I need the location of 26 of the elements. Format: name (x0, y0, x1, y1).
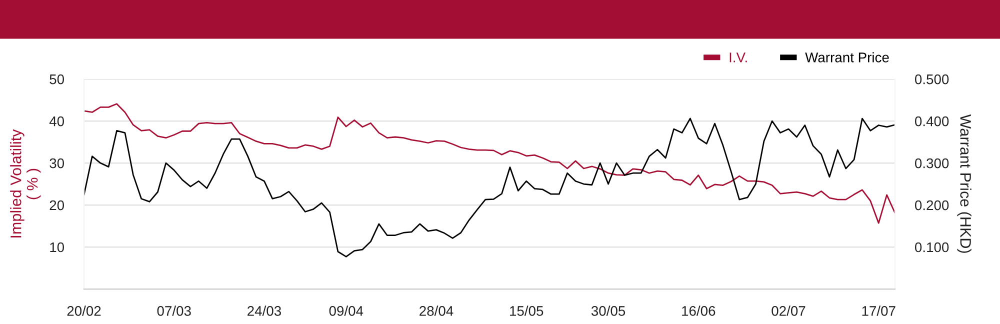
y-tick-label: 20 (50, 200, 64, 210)
x-tick-label: 16/06 (682, 306, 716, 316)
x-tick-label: 17/07 (862, 306, 896, 316)
x-tick-label: 20/02 (67, 306, 101, 316)
x-tick-label: 09/04 (329, 306, 364, 316)
x-tick-label: 07/03 (157, 306, 191, 316)
y2-tick-label: 0.300 (914, 158, 949, 168)
legend-label: I.V. (730, 52, 747, 62)
x-tick-label: 28/04 (420, 306, 454, 316)
x-tick-label: 24/03 (248, 306, 281, 316)
y2-tick-label: 0.200 (914, 200, 949, 210)
line-series (84, 118, 895, 258)
legend-label: Warrant Price (805, 52, 889, 62)
x-tick-label: 02/07 (772, 306, 806, 316)
x-tick-label: 30/05 (591, 306, 626, 316)
x-tick-label: 15/05 (510, 306, 544, 316)
y2-axis-title: Warrant Price (HKD) (957, 114, 972, 253)
y-tick-label: 50 (50, 74, 64, 84)
y-axis-title: Implied Volatility ( % ) (10, 129, 41, 238)
y-tick-label: 10 (50, 242, 64, 252)
y2-tick-label: 0.400 (914, 116, 949, 126)
y2-tick-label: 0.500 (914, 74, 949, 84)
y2-tick-label: 0.100 (914, 242, 949, 252)
line-series (84, 103, 895, 224)
y-tick-label: 30 (50, 158, 64, 168)
y-tick-label: 40 (49, 116, 64, 126)
